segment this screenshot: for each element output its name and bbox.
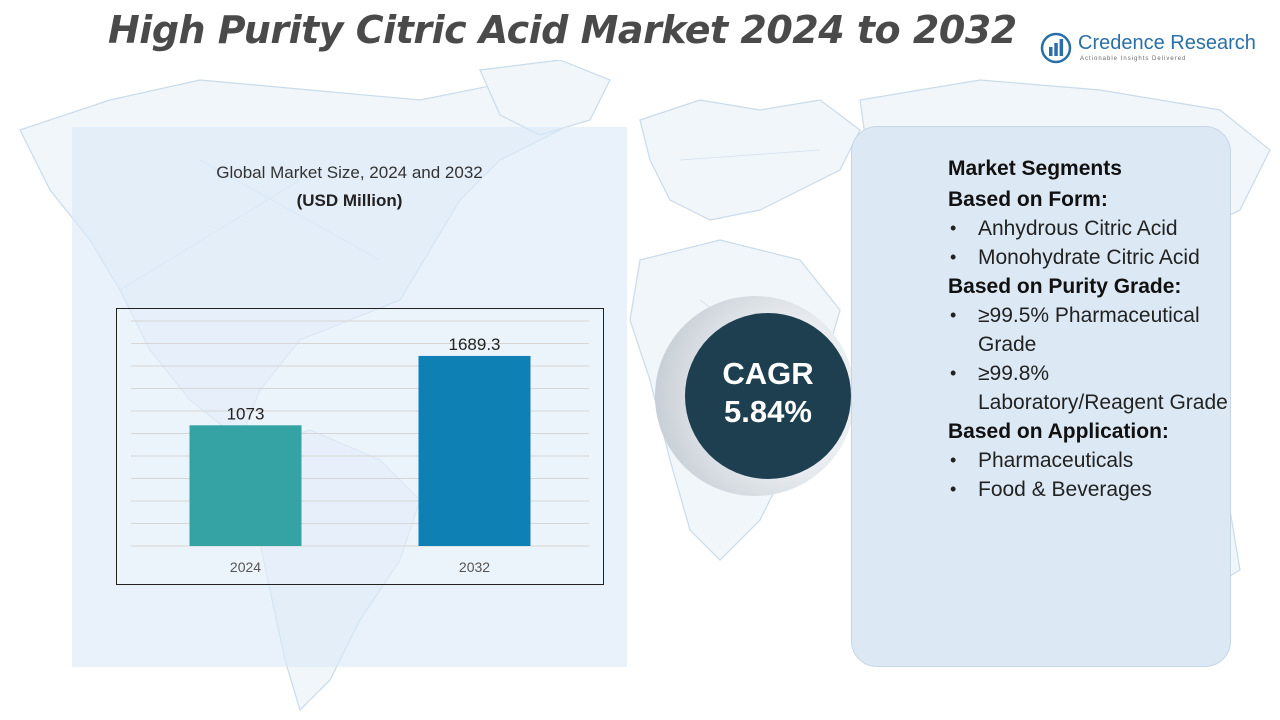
chart-unit: (USD Million) — [296, 191, 403, 210]
data-label-2024: 1073 — [227, 404, 265, 423]
segment-item: • ≥99.5% Pharmaceutical Grade — [948, 301, 1228, 359]
market-size-panel: Global Market Size, 2024 and 2032 (USD M… — [72, 127, 627, 667]
segment-item-label: Pharmaceuticals — [978, 449, 1134, 472]
bullet-icon: • — [950, 218, 957, 238]
segment-item: • Monohydrate Citric Acid — [948, 243, 1228, 272]
bar-chart: 1073 2024 1689.3 2032 — [131, 320, 589, 575]
bullet-icon: • — [950, 450, 957, 470]
segment-item: • Pharmaceuticals — [948, 446, 1228, 475]
bullet-icon: • — [950, 363, 957, 383]
chart-heading: Global Market Size, 2024 and 2032 — [216, 163, 483, 182]
bullet-icon: • — [950, 305, 957, 325]
bar-2032 — [418, 355, 531, 546]
cagr-badge — [685, 313, 851, 479]
segment-item-label: Food & Beverages — [978, 478, 1152, 501]
segment-item-label: Monohydrate Citric Acid — [978, 246, 1200, 269]
segment-item-label: ≥99.5% Pharmaceutical Grade — [978, 304, 1200, 356]
brand-logo: Credence Research Actionable Insights De… — [1040, 30, 1260, 70]
page-title: High Purity Citric Acid Market 2024 to 2… — [108, 8, 1017, 52]
chart-logo-icon — [1040, 32, 1072, 64]
brand-tagline: Actionable Insights Delivered — [1080, 56, 1187, 62]
bullet-icon: • — [950, 479, 957, 499]
brand-name: Credence Research — [1078, 32, 1256, 54]
segments-title: Market Segments — [948, 157, 1122, 180]
segment-item: • ≥99.8% Laboratory/Reagent Grade — [948, 359, 1228, 417]
segments-list: Based on Form: • Anhydrous Citric Acid • M… — [948, 185, 1228, 504]
x-tick-label-2024: 2024 — [230, 559, 261, 575]
segment-item: • Food & Beverages — [948, 475, 1228, 504]
market-segments-panel: Market Segments Based on Form: • Anhydrou… — [851, 126, 1231, 667]
segment-group-title-form: Based on Form: — [948, 188, 1108, 211]
bullet-icon: • — [950, 247, 957, 267]
x-tick-label-2032: 2032 — [459, 559, 490, 575]
cagr-label: CAGR — [722, 356, 814, 391]
europe-shape — [639, 99, 861, 221]
cagr-value: 5.84% — [724, 394, 812, 429]
data-label-2032: 1689.3 — [449, 335, 501, 354]
bar-2024 — [189, 425, 302, 546]
segment-item: • Anhydrous Citric Acid — [948, 214, 1228, 243]
segment-group-title-application: Based on Application: — [948, 420, 1169, 443]
bar-chart-frame: 1073 2024 1689.3 2032 — [116, 308, 604, 585]
segment-item-label: ≥99.8% Laboratory/Reagent Grade — [978, 362, 1228, 414]
greenland-shape — [479, 60, 611, 136]
segment-item-label: Anhydrous Citric Acid — [978, 217, 1178, 240]
segment-group-title-purity: Based on Purity Grade: — [948, 275, 1182, 298]
